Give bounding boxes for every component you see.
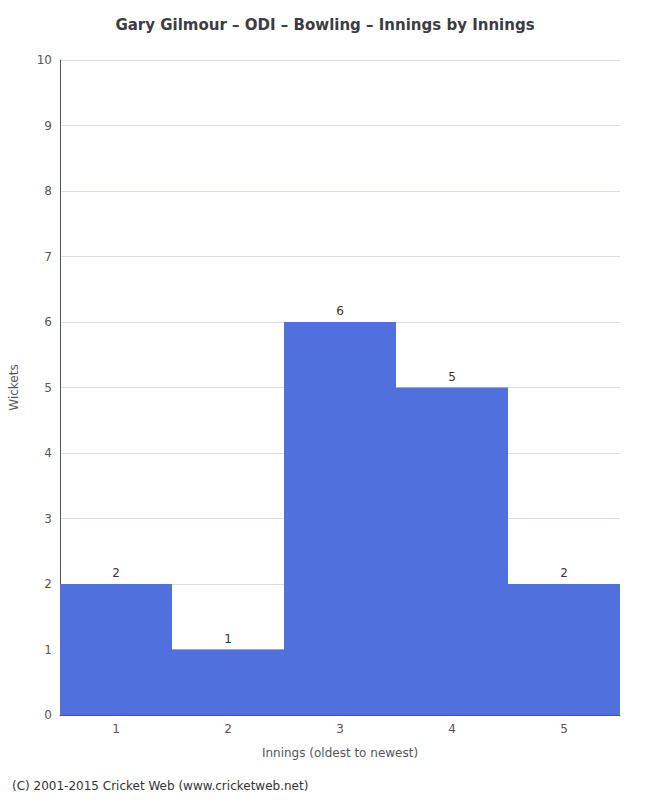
svg-text:4: 4 bbox=[448, 722, 456, 736]
svg-text:(C) 2001-2015 Cricket Web (www: (C) 2001-2015 Cricket Web (www.cricketwe… bbox=[12, 779, 308, 793]
svg-text:9: 9 bbox=[44, 119, 52, 133]
svg-text:Gary Gilmour – ODI – Bowling –: Gary Gilmour – ODI – Bowling – Innings b… bbox=[115, 16, 534, 34]
svg-text:Innings (oldest to newest): Innings (oldest to newest) bbox=[262, 746, 418, 760]
svg-text:Wickets: Wickets bbox=[7, 364, 21, 410]
svg-text:7: 7 bbox=[44, 250, 52, 264]
svg-text:1: 1 bbox=[44, 643, 52, 657]
svg-text:2: 2 bbox=[112, 566, 120, 580]
svg-text:2: 2 bbox=[224, 722, 232, 736]
svg-text:10: 10 bbox=[37, 53, 52, 67]
svg-text:3: 3 bbox=[336, 722, 344, 736]
svg-text:1: 1 bbox=[224, 632, 232, 646]
svg-text:6: 6 bbox=[44, 315, 52, 329]
svg-text:4: 4 bbox=[44, 446, 52, 460]
svg-text:1: 1 bbox=[112, 722, 120, 736]
svg-text:5: 5 bbox=[448, 370, 456, 384]
svg-text:2: 2 bbox=[44, 577, 52, 591]
svg-text:8: 8 bbox=[44, 184, 52, 198]
svg-text:2: 2 bbox=[560, 566, 568, 580]
svg-text:6: 6 bbox=[336, 304, 344, 318]
svg-text:0: 0 bbox=[44, 708, 52, 722]
svg-text:3: 3 bbox=[44, 512, 52, 526]
svg-text:5: 5 bbox=[44, 381, 52, 395]
svg-text:5: 5 bbox=[560, 722, 568, 736]
